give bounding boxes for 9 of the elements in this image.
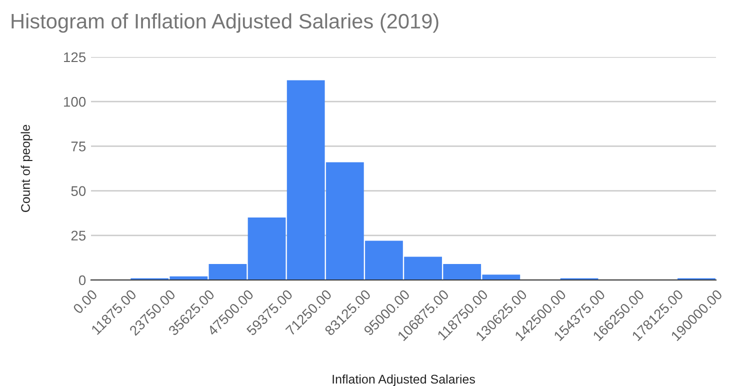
y-tick-label: 0 (78, 275, 86, 286)
y-tick-label: 25 (71, 230, 86, 241)
y-tick-label: 75 (71, 142, 86, 152)
y-tick-label: 50 (71, 186, 86, 196)
y-axis-title: Count of people (20, 124, 32, 212)
x-axis-title: Inflation Adjusted Salaries (332, 374, 475, 386)
chart-title: Histogram of Inflation Adjusted Salaries (2019) (12, 13, 438, 33)
y-tick-label: 100 (64, 96, 86, 107)
y-tick-label: 125 (64, 52, 86, 62)
